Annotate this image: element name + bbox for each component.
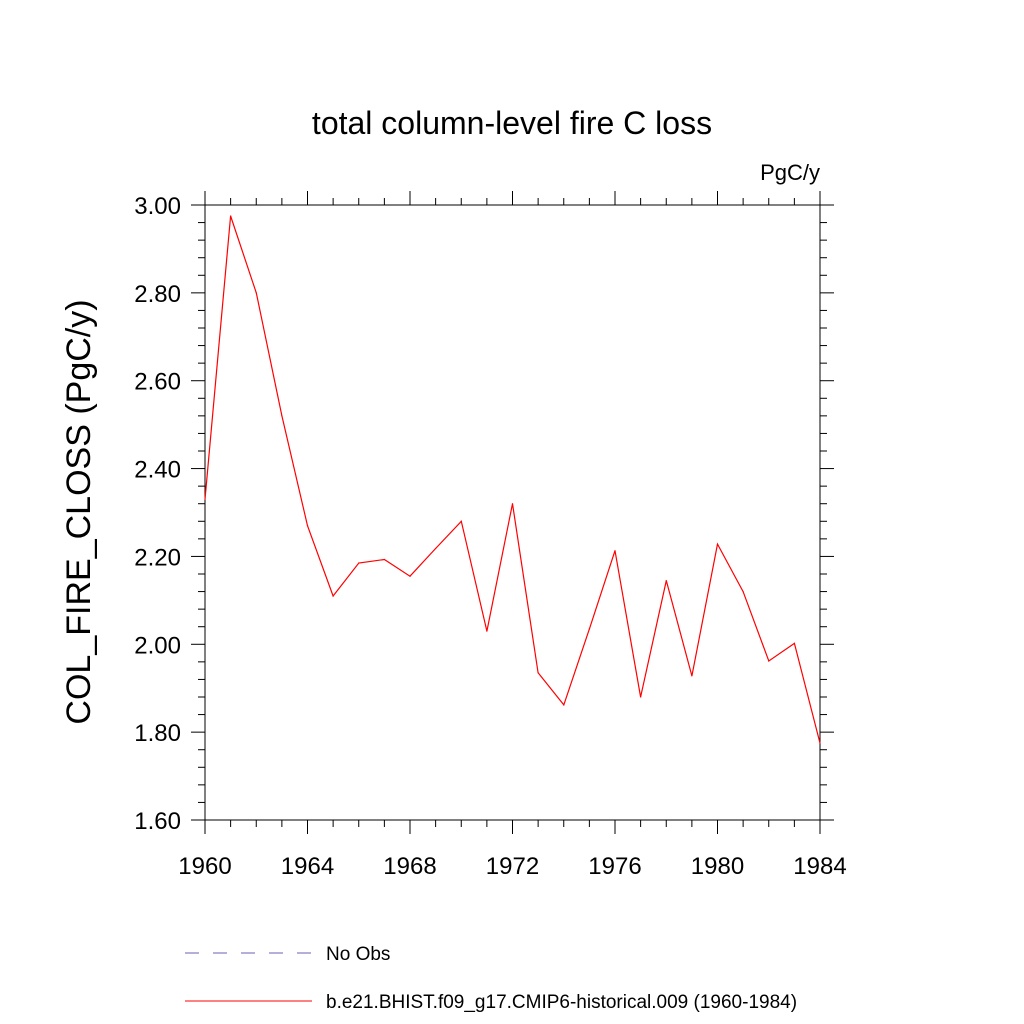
- data-point: [306, 525, 309, 527]
- data-point: [383, 558, 385, 561]
- x-tick-label: 1972: [486, 853, 539, 880]
- x-tick-label: 1980: [691, 853, 744, 880]
- minor-ticks: [198, 198, 827, 827]
- data-point: [537, 672, 539, 674]
- y-tick-label: 2.60: [134, 369, 181, 396]
- units-label: PgC/y: [760, 160, 820, 185]
- y-tick-label: 1.80: [134, 720, 181, 747]
- data-point: [358, 562, 360, 564]
- legend: No Obs b.e21.BHIST.f09_g17.CMIP6-historic…: [185, 944, 797, 1013]
- y-axis: 1.60 1.80 2.00 2.20 2.40 2.60 2.80 3.00: [134, 193, 834, 835]
- data-point: [230, 215, 232, 217]
- data-point: [435, 547, 437, 550]
- data-point: [742, 590, 744, 593]
- series-line: [204, 215, 821, 744]
- chart-title: total column-level fire C loss: [312, 105, 712, 141]
- data-point: [511, 503, 514, 505]
- data-point: [768, 660, 770, 662]
- y-tick-label: 2.20: [134, 544, 181, 571]
- plot-frame: [204, 204, 821, 821]
- x-tick-label: 1968: [383, 853, 436, 880]
- data-point: [281, 415, 283, 417]
- y-tick-label: 2.80: [134, 281, 181, 308]
- x-tick-label: 1960: [178, 853, 231, 880]
- y-axis-label: COL_FIRE_CLOSS (PgC/y): [60, 299, 98, 724]
- legend-label: b.e21.BHIST.f09_g17.CMIP6-historical.009…: [326, 992, 797, 1013]
- data-point: [460, 520, 462, 522]
- data-point: [665, 579, 667, 582]
- y-tick-label: 2.40: [134, 457, 181, 484]
- data-point: [819, 742, 821, 744]
- y-tick-label: 1.60: [134, 808, 181, 835]
- legend-label: No Obs: [326, 944, 390, 965]
- x-tick-label: 1976: [588, 853, 641, 880]
- data-point: [563, 704, 565, 706]
- data-point: [588, 628, 590, 630]
- x-axis: 1960 1964 1968 1972 1976 1980 1984: [178, 191, 847, 880]
- data-point: [691, 675, 693, 677]
- data-point: [255, 292, 257, 294]
- x-tick-label: 1984: [793, 853, 846, 880]
- data-point: [332, 595, 334, 597]
- data-point: [486, 630, 488, 632]
- y-tick-label: 3.00: [134, 193, 181, 220]
- x-tick-label: 1964: [281, 853, 334, 880]
- data-point: [640, 696, 642, 698]
- series-group: [204, 215, 821, 744]
- data-point: [409, 575, 411, 577]
- data-point: [614, 550, 616, 552]
- data-point: [793, 642, 795, 645]
- y-tick-label: 2.00: [134, 632, 181, 659]
- data-point: [716, 543, 719, 545]
- data-point: [204, 498, 206, 500]
